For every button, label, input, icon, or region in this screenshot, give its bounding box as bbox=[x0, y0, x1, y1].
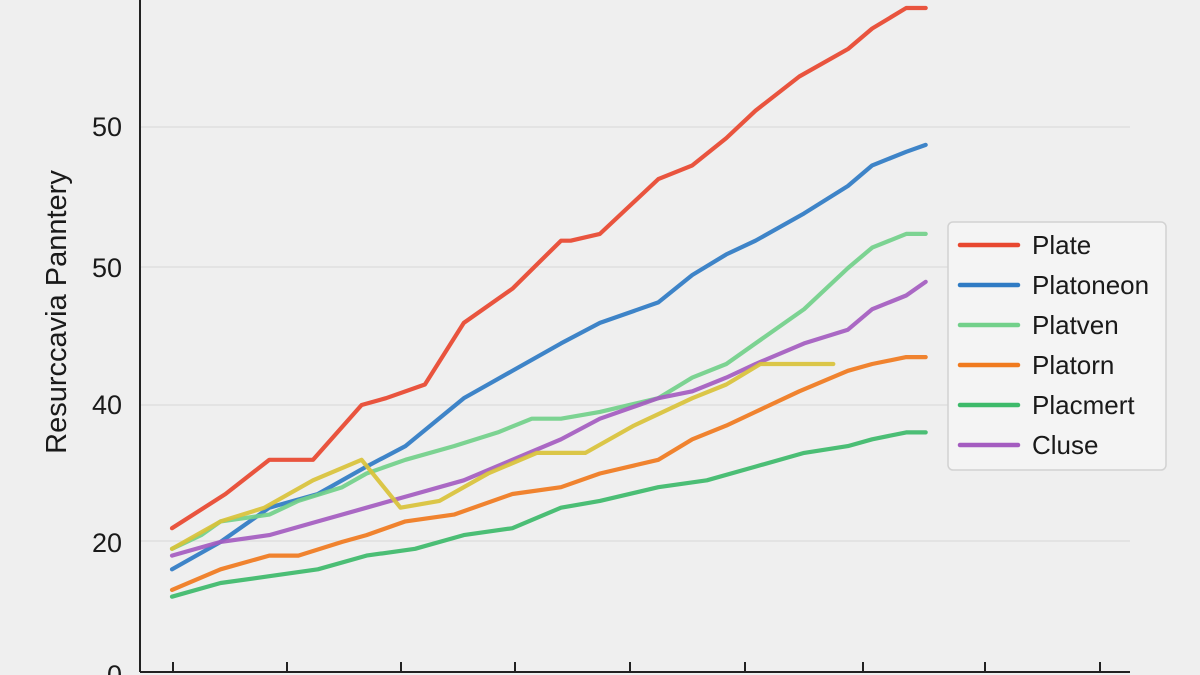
y-axis-title: Resurccavia Panntery bbox=[41, 170, 73, 454]
legend-items: Plate Platoneon Platven Platorn Placmert Clus… bbox=[957, 230, 1149, 460]
series-line-cluse bbox=[169, 279, 928, 558]
series-line-plate bbox=[169, 5, 928, 531]
series-line-platorn bbox=[169, 355, 928, 593]
legend-label: Placmert bbox=[1032, 390, 1135, 420]
y-tick-label: 50 bbox=[92, 253, 122, 283]
series-line-unlabeled bbox=[169, 361, 836, 551]
series-line-placmert bbox=[169, 430, 928, 599]
legend-label: Plate bbox=[1032, 230, 1091, 260]
legend-label: Cluse bbox=[1032, 430, 1098, 460]
y-tick-label: 50 bbox=[92, 112, 122, 142]
y-tick-label: 20 bbox=[92, 528, 122, 558]
legend: Plate Platoneon Platven Platorn Placmert Clus… bbox=[947, 221, 1167, 471]
legend-label: Platorn bbox=[1032, 350, 1114, 380]
x-axis-ticks bbox=[172, 662, 1101, 672]
legend-label: Platoneon bbox=[1032, 270, 1149, 300]
series-line-platven bbox=[169, 231, 928, 551]
y-tick-label: 40 bbox=[92, 390, 122, 420]
series-lines bbox=[169, 5, 928, 599]
y-tick-label: 0 bbox=[107, 660, 122, 675]
legend-label: Platven bbox=[1032, 310, 1119, 340]
